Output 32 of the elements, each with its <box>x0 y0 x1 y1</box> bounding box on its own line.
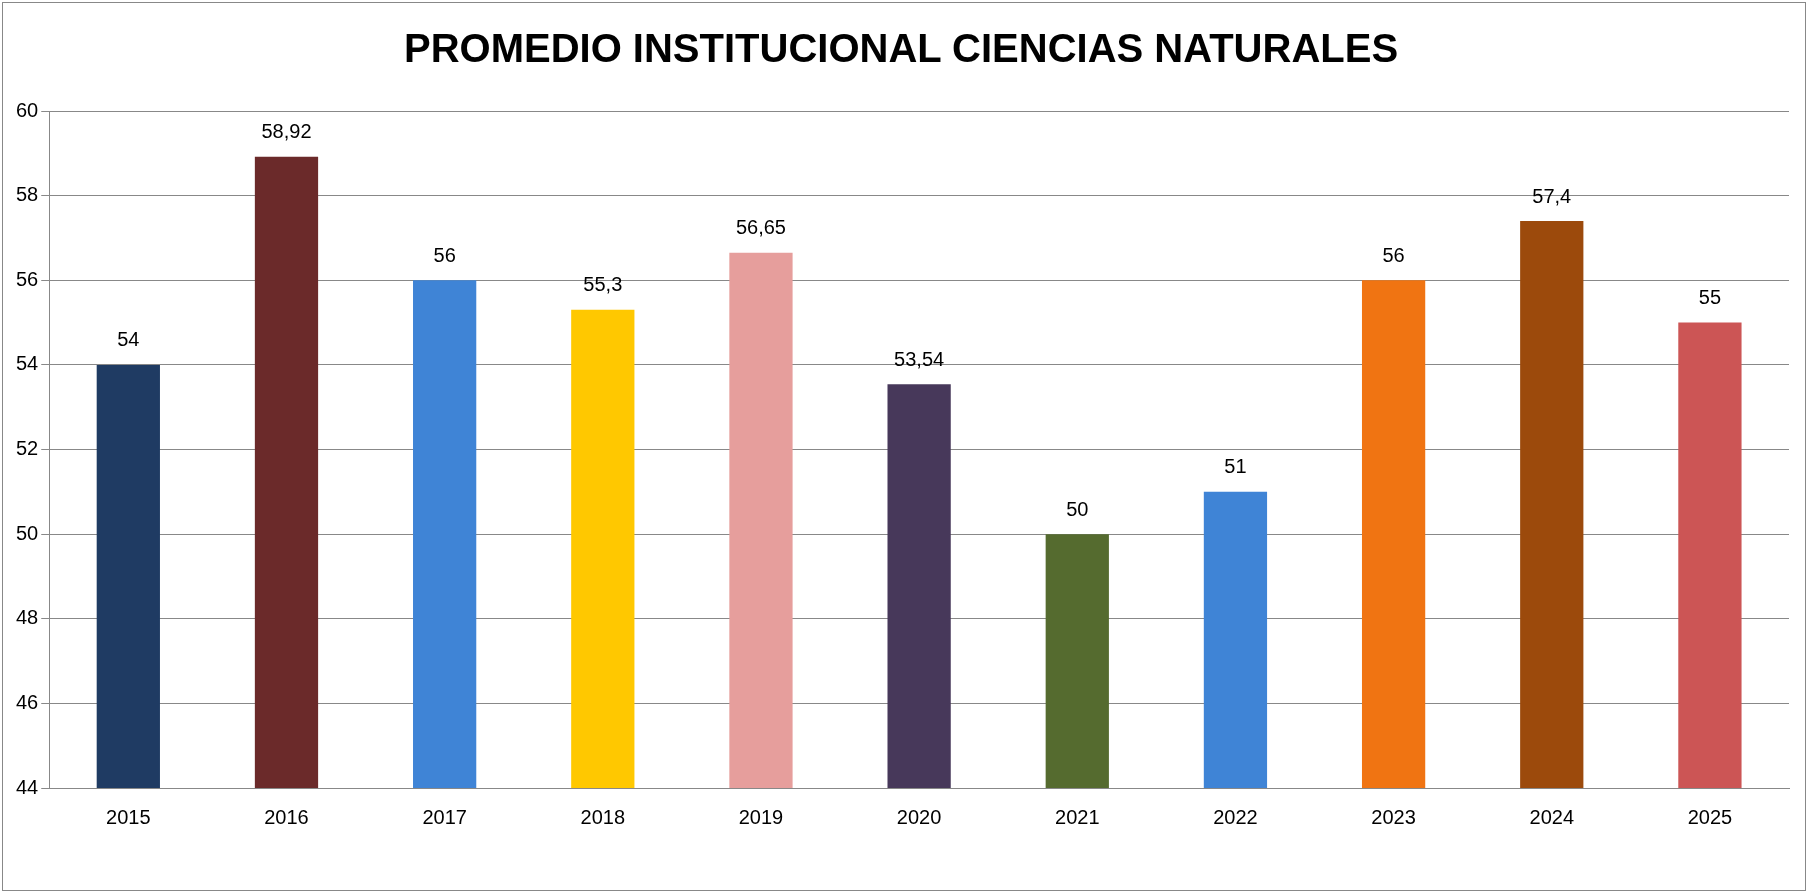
y-tick-label: 48 <box>16 606 39 629</box>
x-tick-label: 2019 <box>738 805 784 828</box>
x-tick-label: 2024 <box>1529 805 1575 828</box>
data-label: 51 <box>1224 455 1247 478</box>
x-tick-label: 2025 <box>1687 805 1733 828</box>
data-label: 55 <box>1698 286 1722 309</box>
y-tick-label: 44 <box>16 775 39 798</box>
x-tick-label: 2016 <box>264 805 309 828</box>
x-tick-label: 2015 <box>106 805 151 828</box>
data-label: 57,4 <box>1532 184 1572 207</box>
data-label: 55,3 <box>583 273 623 296</box>
x-tick-label: 2021 <box>1055 805 1100 828</box>
chart-title: PROMEDIO INSTITUCIONAL CIENCIAS NATURALES <box>403 26 1399 71</box>
x-tick-label: 2017 <box>422 805 467 828</box>
data-label: 58,92 <box>261 120 312 143</box>
y-tick-label: 58 <box>16 183 39 206</box>
y-tick-label: 54 <box>16 352 39 375</box>
data-label: 56 <box>433 243 456 266</box>
data-label: 50 <box>1066 497 1089 520</box>
data-label: 54 <box>117 328 140 351</box>
y-tick-label: 52 <box>16 437 39 460</box>
y-tick-label: 46 <box>16 690 39 713</box>
data-label: 53,54 <box>894 347 945 370</box>
x-tick-label: 2018 <box>580 805 626 828</box>
data-label: 56,65 <box>735 216 786 239</box>
y-tick-label: 56 <box>16 267 39 290</box>
x-tick-label: 2020 <box>896 805 942 828</box>
x-tick-label: 2022 <box>1213 805 1258 828</box>
y-tick-label: 50 <box>16 521 39 544</box>
data-label: 56 <box>1382 243 1405 266</box>
y-tick-label: 60 <box>16 98 39 121</box>
x-tick-label: 2023 <box>1371 805 1416 828</box>
